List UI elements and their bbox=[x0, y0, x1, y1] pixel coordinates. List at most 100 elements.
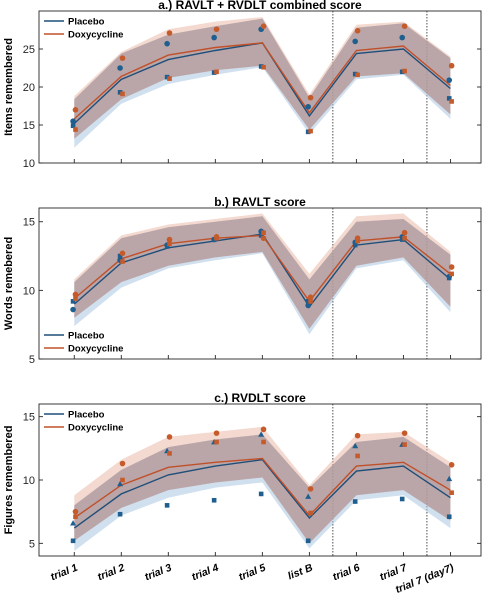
data-marker bbox=[213, 430, 220, 436]
data-marker bbox=[117, 480, 124, 487]
band-overlap bbox=[74, 18, 451, 139]
data-marker bbox=[166, 30, 173, 36]
data-marker bbox=[448, 62, 455, 69]
y-tick-label: 15 bbox=[23, 120, 35, 132]
data-marker bbox=[305, 302, 311, 309]
data-marker bbox=[117, 511, 123, 517]
data-marker bbox=[164, 244, 170, 249]
data-marker bbox=[401, 430, 408, 436]
data-marker bbox=[164, 74, 170, 80]
data-marker bbox=[211, 497, 217, 503]
chart-panel-1: 10 15 20 25 a.) RAVLT + RVDLT combined score… bbox=[3, 0, 482, 170]
data-marker bbox=[448, 264, 455, 270]
data-marker bbox=[117, 90, 123, 95]
data-marker bbox=[449, 271, 454, 277]
y-axis-label: Items remembered bbox=[3, 38, 15, 136]
data-marker bbox=[352, 71, 358, 77]
data-marker bbox=[211, 237, 217, 242]
chart-title: b.) RAVLT score bbox=[214, 195, 306, 209]
data-marker bbox=[119, 460, 126, 467]
data-marker bbox=[307, 94, 314, 101]
x-tick-label: trial 1 bbox=[49, 562, 80, 584]
data-marker bbox=[446, 514, 452, 520]
data-marker bbox=[72, 107, 79, 113]
data-marker bbox=[446, 96, 452, 101]
y-tick-label: 15 bbox=[23, 217, 35, 229]
data-marker bbox=[70, 520, 77, 526]
data-marker bbox=[308, 128, 313, 134]
data-marker bbox=[402, 68, 407, 74]
y-tick-label: 10 bbox=[23, 158, 35, 170]
data-marker bbox=[401, 229, 408, 236]
data-marker bbox=[261, 439, 266, 445]
band-overlap bbox=[74, 434, 451, 544]
legend-label: Doxycycline bbox=[68, 423, 123, 434]
x-tick-label: trial 5 bbox=[237, 562, 268, 584]
data-marker bbox=[211, 70, 217, 75]
data-marker bbox=[305, 129, 311, 135]
data-marker bbox=[446, 77, 453, 83]
data-marker bbox=[352, 38, 358, 45]
legend-label: Placebo bbox=[68, 410, 105, 421]
series-line-doxycycline bbox=[73, 42, 451, 120]
data-marker bbox=[258, 64, 264, 69]
data-marker bbox=[305, 103, 311, 110]
data-marker bbox=[166, 236, 173, 243]
data-marker bbox=[258, 491, 264, 497]
data-marker bbox=[446, 475, 453, 482]
data-marker bbox=[73, 514, 78, 520]
band-doxycycline bbox=[74, 17, 451, 139]
data-marker bbox=[401, 23, 408, 30]
data-marker bbox=[73, 296, 78, 301]
chart-panel-3: 5 10 15 c.) RVDLT score Figures remembered Pl… bbox=[3, 391, 482, 596]
y-tick-label: 25 bbox=[23, 44, 35, 56]
legend-label: Placebo bbox=[68, 331, 105, 342]
data-marker bbox=[352, 242, 358, 248]
data-marker bbox=[402, 235, 407, 241]
data-marker bbox=[258, 233, 264, 238]
data-marker bbox=[72, 291, 79, 298]
data-marker bbox=[352, 442, 359, 449]
data-marker bbox=[164, 40, 170, 47]
data-marker bbox=[352, 499, 358, 504]
chart-title: c.) RVDLT score bbox=[214, 391, 306, 405]
x-tick-label: trial 4 bbox=[190, 562, 221, 584]
data-marker bbox=[261, 230, 266, 236]
legend-label: Doxycycline bbox=[68, 30, 123, 41]
data-marker bbox=[399, 496, 405, 502]
y-tick-label: 15 bbox=[23, 412, 35, 424]
x-tick-label: list B bbox=[286, 561, 315, 582]
data-marker bbox=[117, 253, 123, 259]
data-marker bbox=[258, 431, 265, 437]
data-marker bbox=[214, 235, 219, 241]
data-marker bbox=[355, 72, 360, 78]
y-axis-label: Words remebered bbox=[3, 237, 15, 330]
data-marker bbox=[449, 490, 454, 495]
data-marker bbox=[308, 299, 313, 304]
data-marker bbox=[214, 439, 219, 445]
data-marker bbox=[399, 34, 406, 41]
data-marker bbox=[305, 538, 311, 544]
data-marker bbox=[119, 55, 126, 61]
data-marker bbox=[70, 123, 76, 129]
data-marker bbox=[399, 237, 405, 242]
data-marker bbox=[117, 65, 123, 71]
data-marker bbox=[261, 64, 266, 70]
data-marker bbox=[70, 538, 76, 544]
x-tick-label: trial 2 bbox=[96, 562, 127, 584]
data-marker bbox=[260, 426, 267, 433]
chart-title: a.) RAVLT + RVDLT combined score bbox=[158, 0, 362, 12]
data-marker bbox=[167, 241, 172, 246]
data-marker bbox=[166, 434, 173, 440]
x-tick-label: trial 6 bbox=[331, 562, 362, 584]
chart-panel-2: 5 10 15 b.) RAVLT score Words remebered Place… bbox=[3, 195, 482, 366]
y-tick-label: 10 bbox=[23, 475, 35, 487]
series-line-doxycycline bbox=[73, 457, 451, 519]
data-marker bbox=[70, 299, 76, 304]
data-marker bbox=[120, 259, 125, 264]
y-tick-label: 5 bbox=[29, 354, 35, 366]
data-marker bbox=[305, 493, 312, 499]
data-marker bbox=[307, 294, 314, 301]
data-marker bbox=[308, 510, 313, 516]
